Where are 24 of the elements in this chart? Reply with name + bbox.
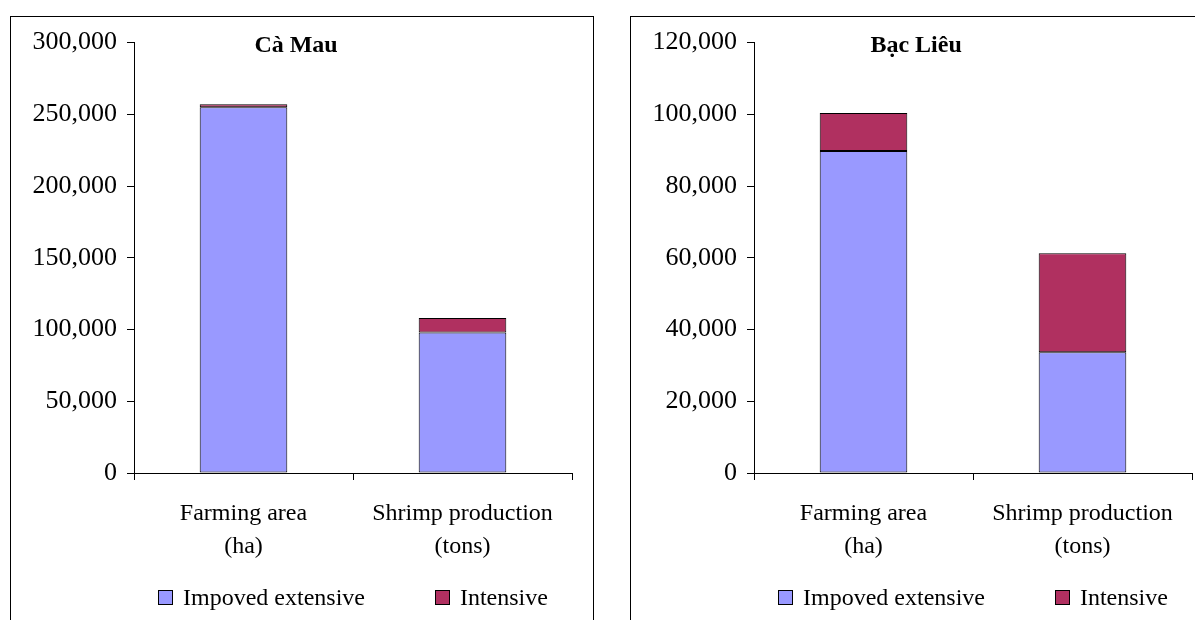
legend-label: Intensive xyxy=(459,584,548,610)
y-tick-label: 0 xyxy=(724,456,737,486)
x-tick-label: Shrimp production (tons) xyxy=(372,498,553,558)
y-tick-label: 20,000 xyxy=(665,385,737,415)
y-tick-label: 100,000 xyxy=(652,98,737,128)
y-tick-label: 40,000 xyxy=(665,313,737,343)
y-tick-label: 50,000 xyxy=(45,385,117,415)
x-tick-label: Farming area (ha) xyxy=(799,498,928,558)
chart-title: Bạc Liêu xyxy=(870,30,962,57)
legend-label: Impoved extensive xyxy=(183,584,365,610)
legend-label: Impoved extensive xyxy=(803,584,985,610)
y-tick-label: 200,000 xyxy=(32,169,117,199)
y-tick-label: 80,000 xyxy=(665,169,737,199)
y-tick-label: 0 xyxy=(104,456,117,486)
x-tick-label: Shrimp production (tons) xyxy=(992,498,1173,558)
y-tick-label: 250,000 xyxy=(32,98,117,128)
y-tick-label: 120,000 xyxy=(652,26,737,56)
x-tick-label: Farming area (ha) xyxy=(179,498,308,558)
y-tick-label: 150,000 xyxy=(32,241,117,271)
y-tick-label: 100,000 xyxy=(32,313,117,343)
legend-label: Intensive xyxy=(1079,584,1168,610)
y-tick-label: 300,000 xyxy=(32,26,117,56)
chart-title: Cà Mau xyxy=(254,30,338,57)
y-tick-label: 60,000 xyxy=(665,241,737,271)
